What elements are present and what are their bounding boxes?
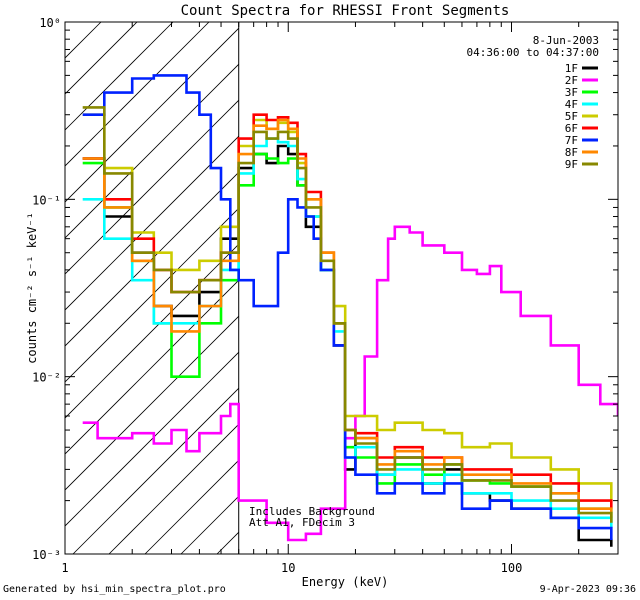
hatch-line bbox=[65, 99, 239, 275]
hatch-line bbox=[65, 243, 239, 419]
x-axis-label: Energy (keV) bbox=[302, 575, 389, 589]
x-tick-label: 10 bbox=[281, 561, 295, 575]
hatch-line bbox=[144, 459, 239, 554]
plot-frame bbox=[64, 21, 619, 555]
series-layer bbox=[82, 74, 618, 547]
legend-label-5F: 5F bbox=[565, 110, 578, 123]
hatch-line bbox=[65, 22, 210, 167]
series-line-6F bbox=[82, 113, 613, 509]
time-range-annotation: 04:36:00 to 04:37:00 bbox=[467, 46, 599, 59]
legend-label-4F: 4F bbox=[565, 98, 578, 111]
hatch-line bbox=[65, 171, 239, 347]
hatch-line bbox=[65, 315, 239, 491]
legend-label-3F: 3F bbox=[565, 86, 578, 99]
legend-label-6F: 6F bbox=[565, 122, 578, 135]
hatch-line bbox=[65, 135, 239, 311]
hatch-line bbox=[65, 279, 239, 455]
y-tick-label: 10⁻³ bbox=[32, 548, 61, 562]
series-line-9F bbox=[82, 106, 613, 523]
series-line-3F bbox=[82, 152, 613, 523]
legend-label-7F: 7F bbox=[565, 134, 578, 147]
x-tick-label: 100 bbox=[501, 561, 523, 575]
hatch-line bbox=[65, 22, 174, 131]
excluded-energy-hatch bbox=[65, 22, 240, 554]
y-tick-label: 10⁻¹ bbox=[32, 193, 61, 207]
axis-layer: 1 10 100 10⁰ 10⁻¹ 10⁻² 10⁻³ bbox=[32, 16, 619, 575]
legend-label-1F: 1F bbox=[565, 62, 578, 75]
y-tick-label: 10⁻² bbox=[32, 371, 61, 385]
legend-label-9F: 9F bbox=[565, 158, 578, 171]
background-note: Includes Background bbox=[249, 505, 375, 518]
hatch-line bbox=[65, 207, 239, 383]
hatch-line bbox=[108, 423, 239, 554]
y-axis-label: counts cm⁻² s⁻¹ keV⁻¹ bbox=[25, 212, 39, 364]
series-line-2F bbox=[82, 225, 618, 542]
series-line-7F bbox=[82, 74, 613, 540]
legend-label-2F: 2F bbox=[565, 74, 578, 87]
series-line-8F bbox=[82, 118, 613, 518]
hatch-line bbox=[65, 63, 239, 239]
chart-title: Count Spectra for RHESSI Front Segments bbox=[181, 3, 510, 19]
y-tick-label: 10⁰ bbox=[39, 16, 61, 30]
date-annotation: 8-Jun-2003 bbox=[533, 34, 599, 47]
hatch-line bbox=[65, 22, 102, 59]
x-tick-label: 1 bbox=[61, 561, 68, 575]
hatch-line bbox=[72, 387, 239, 554]
attenuator-note: Att A1, FDecim 3 bbox=[249, 516, 355, 529]
hatch-line bbox=[65, 351, 239, 527]
generation-timestamp: 9-Apr-2023 09:36 bbox=[539, 584, 636, 595]
legend-label-8F: 8F bbox=[565, 146, 578, 159]
hatch-line bbox=[65, 27, 239, 203]
generator-credit: Generated by hsi_min_spectra_plot.pro bbox=[3, 584, 226, 595]
